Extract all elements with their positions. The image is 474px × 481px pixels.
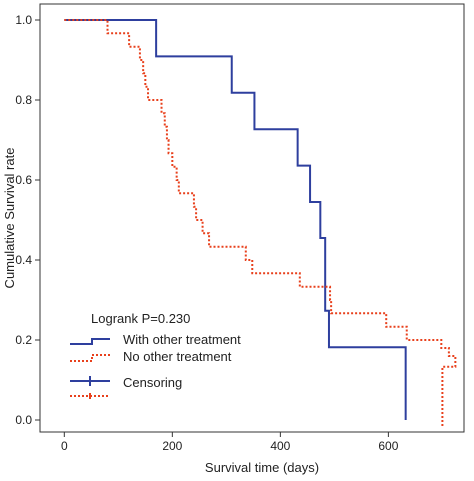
x-tick-label: 0 [61,439,68,453]
logrank-annotation: Logrank P=0.230 [91,311,190,326]
y-tick-label: 0.8 [15,93,32,107]
legend-swatch-with-treatment [70,338,110,345]
y-axis: 0.0 0.2 0.4 0.6 0.8 1.0 [15,13,40,427]
series-no-treatment [64,19,457,428]
x-tick-label: 200 [162,439,182,453]
legend-label-with-treatment: With other treatment [123,332,241,347]
x-axis: 0 200 400 600 [61,432,399,453]
plot-border [39,3,465,433]
y-tick-label: 1.0 [15,13,32,27]
x-axis-title: Survival time (days) [205,460,319,475]
y-tick-label: 0.0 [15,413,32,427]
plot-frame [39,3,465,433]
legend-label-no-treatment: No other treatment [123,349,232,364]
x-tick-label: 600 [378,439,398,453]
y-tick-label: 0.2 [15,333,32,347]
legend-swatch-no-treatment [70,354,110,362]
y-axis-title: Cumulative Survival rate [2,148,17,289]
legend: With other treatment No other treatment Ce… [70,332,241,399]
series-layer [64,19,457,428]
y-tick-label: 0.4 [15,253,32,267]
y-tick-label: 0.6 [15,173,32,187]
x-tick-label: 400 [270,439,290,453]
legend-label-censoring: Censoring [123,375,182,390]
series-with-treatment [64,19,407,420]
